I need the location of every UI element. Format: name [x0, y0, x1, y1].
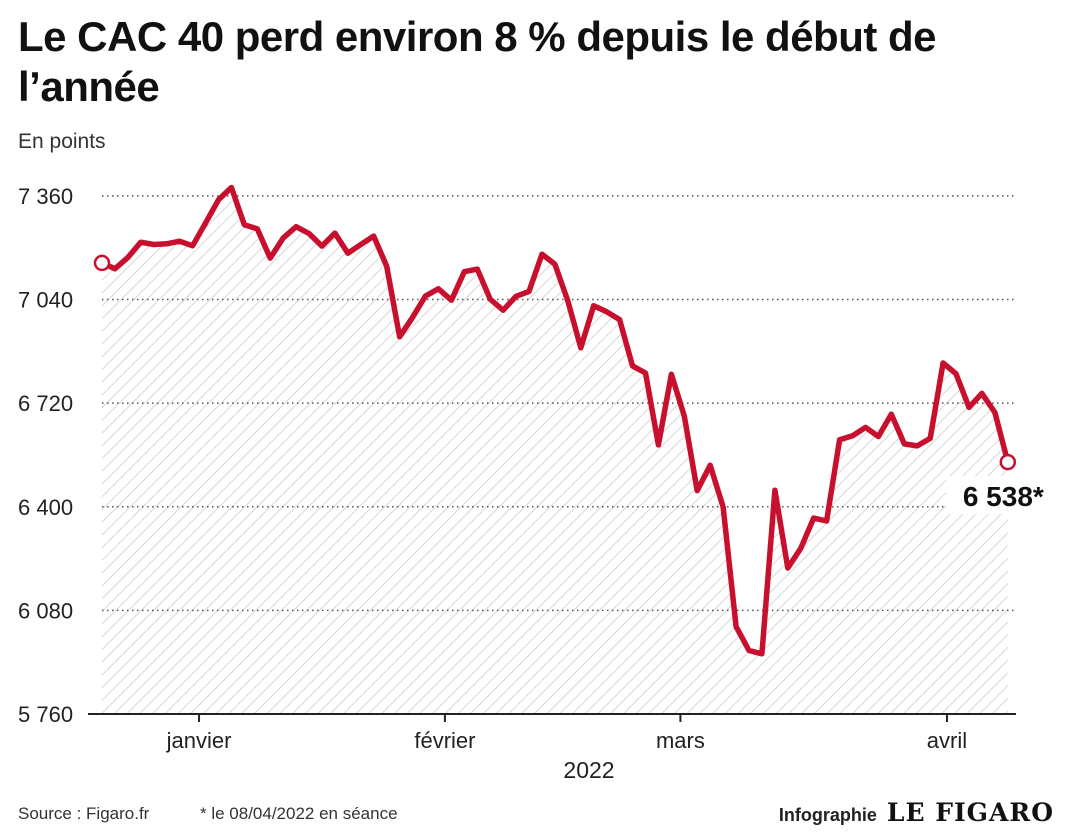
end-value-label: 6 538* — [963, 481, 1044, 512]
cac40-chart: 5 760 6 080 6 400 6 720 7 040 7 360 janvier fév… — [18, 184, 1046, 783]
y-tick-label: 6 720 — [18, 391, 73, 416]
y-tick-label: 7 360 — [18, 184, 73, 209]
axis-layer: 5 760 6 080 6 400 6 720 7 040 7 360 janvier fév… — [18, 184, 1016, 783]
area-layer — [102, 187, 1008, 714]
brand-logo: LE FIGARO — [886, 798, 1054, 827]
x-tick-label: mars — [656, 728, 705, 753]
x-tick-label: février — [414, 728, 475, 753]
y-tick-label: 6 400 — [18, 495, 73, 520]
y-axis-unit: En points — [18, 130, 106, 153]
annotation-backdrop — [945, 476, 1046, 515]
y-tick-label: 7 040 — [18, 288, 73, 313]
credit-label: Infographie — [778, 805, 877, 825]
label-layer: 6 538* — [945, 476, 1046, 515]
x-tick-label: avril — [927, 728, 967, 753]
start-point-marker — [93, 254, 111, 272]
source-text: Source : Figaro.fr — [18, 804, 150, 823]
chart-title-text: Le CAC 40 perd environ 8 % depuis le déb… — [18, 13, 937, 110]
chart-title: Le CAC 40 perd environ 8 % depuis le déb… — [18, 12, 1068, 112]
area-fill — [102, 187, 1008, 714]
y-tick-label: 5 760 — [18, 702, 73, 727]
end-point-marker — [999, 453, 1017, 471]
series-line — [99, 184, 1011, 657]
x-axis-year-label: 2022 — [563, 757, 614, 783]
x-tick-label: janvier — [166, 728, 232, 753]
y-tick-label: 6 080 — [18, 598, 73, 623]
footnote-text: * le 08/04/2022 en séance — [200, 804, 398, 823]
line-layer — [93, 184, 1017, 657]
credit: Infographie LE FIGARO — [779, 798, 1054, 827]
